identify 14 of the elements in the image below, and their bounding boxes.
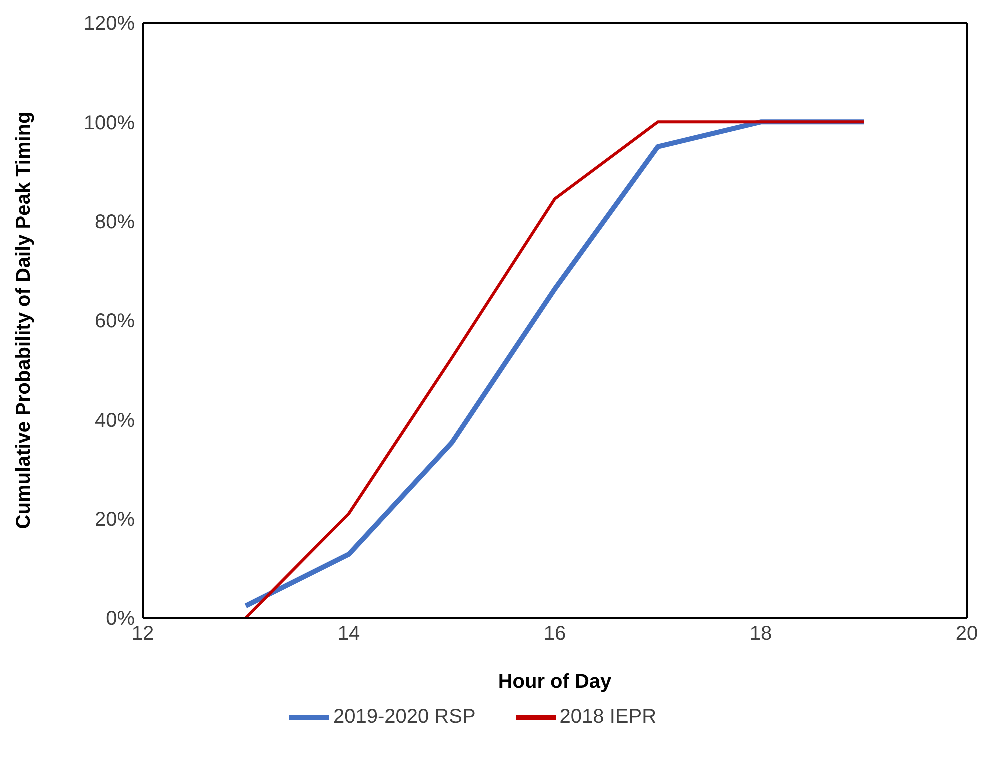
y-tick-label: 40%: [94, 410, 136, 432]
y-tick-label: 80%: [94, 211, 136, 234]
y-tick-label: 20%: [94, 508, 136, 531]
y-tick-label: 100%: [84, 112, 136, 134]
legend-label: 2019-2020 RSP: [333, 706, 476, 728]
legend-label: 2018 IEPR: [560, 706, 657, 728]
x-tick-label: 20: [956, 623, 978, 646]
x-axis-title: Hour of Day: [498, 671, 613, 693]
x-tick-label: 14: [338, 623, 360, 646]
y-axis-title: Cumulative Probability of Daily Peak Timing: [13, 112, 36, 530]
x-tick-label: 18: [750, 623, 772, 646]
x-tick-label: 16: [544, 623, 566, 646]
y-tick-label: 60%: [94, 310, 136, 333]
y-tick-label: 120%: [84, 13, 136, 36]
